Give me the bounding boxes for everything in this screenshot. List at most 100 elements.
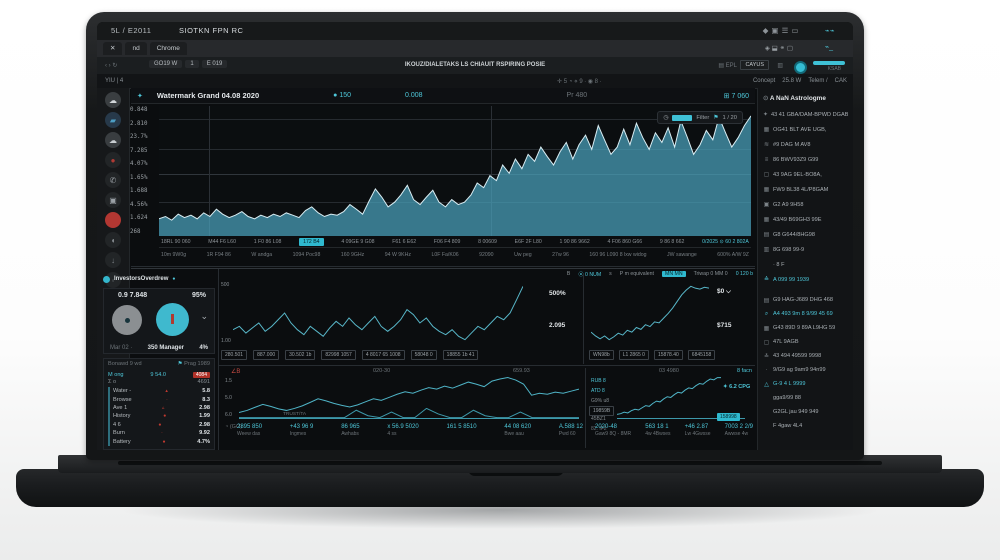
- main-chart[interactable]: ◷ Filter ⚑ 1 / 20: [159, 106, 751, 236]
- x-tick-label[interactable]: 1094 Poc98: [292, 252, 321, 258]
- x-tick-label[interactable]: W andga: [251, 252, 273, 258]
- x-tick-label[interactable]: 160 9GHz: [340, 252, 365, 258]
- chart-toolbar[interactable]: ◷ Filter ⚑ 1 / 20: [657, 111, 743, 124]
- date-box[interactable]: 887.000: [253, 350, 280, 360]
- x-tick-label[interactable]: 92090: [479, 252, 494, 258]
- sidebar-item[interactable]: ▤ G9 HAG-J689 DHG 468: [763, 293, 848, 307]
- spark-panel-a[interactable]: 500 1.00: [221, 280, 545, 346]
- date-box[interactable]: 82998 1057: [321, 350, 356, 360]
- strip-right-item[interactable]: Concept: [752, 78, 776, 84]
- sidebar-item[interactable]: ▢ 43 9AG 9EL-BO8A,: [763, 167, 848, 182]
- date-box[interactable]: 4 8017 65 1008: [361, 350, 405, 360]
- date-box[interactable]: L1 2865 0: [618, 350, 649, 360]
- window-controls-icons[interactable]: ◈ ⬓ ⚭ ▢: [764, 45, 793, 52]
- rail-icon[interactable]: ◖: [105, 232, 121, 248]
- x-tick-label[interactable]: L0F Fa/K06: [431, 252, 459, 258]
- rail-icon[interactable]: ▰: [105, 112, 121, 128]
- rail-icon[interactable]: ☁: [105, 92, 121, 108]
- x-tick-label[interactable]: 10m 9W0g: [161, 252, 187, 258]
- panel-tag[interactable]: 8 facn: [737, 368, 752, 374]
- x-tick-label[interactable]: 160 96 L090 8 lxw widog: [589, 252, 647, 258]
- sidebar-item[interactable]: G2GL jau 949 949: [763, 405, 848, 419]
- position-row[interactable]: Battery ● 4.7%: [108, 437, 210, 446]
- x-tick-label[interactable]: F06 F4 809: [433, 238, 461, 245]
- sidebar-item[interactable]: ✦ 43 41 GBA/DAM-BPWD DGAB: [763, 107, 848, 122]
- position-row[interactable]: 4 6 ● 2.98: [108, 420, 210, 429]
- address-chip[interactable]: E 019: [201, 60, 228, 68]
- profile-chip[interactable]: CAYUS: [740, 60, 769, 70]
- x-tick-label[interactable]: 600% A/W 9Z: [717, 252, 749, 258]
- gauge-cyan[interactable]: [156, 303, 189, 336]
- address-chip[interactable]: GO19 W: [149, 60, 183, 68]
- strip-right-item[interactable]: 25.8 W: [782, 78, 802, 84]
- sidebar-item[interactable]: gga9/99 88: [763, 391, 848, 405]
- rail-icon[interactable]: ▣: [105, 192, 121, 208]
- position-row[interactable]: Burn · 9.92: [108, 428, 210, 438]
- sidebar-item[interactable]: ≋ #9 DAG M AV8: [763, 137, 848, 152]
- browser-tab[interactable]: nd: [125, 42, 147, 55]
- legend-item[interactable]: s: [609, 271, 612, 277]
- sidebar-item[interactable]: ▦ G43 89D 9 89A L9HG 59: [763, 321, 848, 335]
- date-box[interactable]: 58048 0: [410, 350, 437, 360]
- header-corner-link[interactable]: ⊞ 7 060: [723, 92, 749, 100]
- strip-center-icons[interactable]: ✛ 5 ◔ ⋄ 9 ∙ ◉ 8 ∙: [557, 79, 602, 85]
- x-tick-label[interactable]: M44 F6 L60: [208, 238, 236, 245]
- date-box[interactable]: 30.502 1b: [285, 350, 316, 360]
- sidebar-item[interactable]: · 9/G9 ag 9am9 94n99: [763, 363, 848, 377]
- extensions-icon[interactable]: ▤ EPL: [718, 63, 737, 69]
- sidebar-item[interactable]: ▣ G2 A9 9H58: [763, 197, 848, 212]
- gauge-gray[interactable]: [112, 305, 142, 335]
- legend-item[interactable]: 0 120 b: [735, 271, 753, 277]
- filter-label[interactable]: Σ o: [108, 379, 117, 385]
- sidebar-item[interactable]: ▦ OG41 BLT AVE UGB,: [763, 122, 848, 137]
- spark-panel-b[interactable]: [589, 280, 711, 346]
- x-tick-label[interactable]: 1 F0 86 L08: [253, 238, 282, 245]
- legend-item[interactable]: Triwap 0 MM 0: [693, 271, 728, 277]
- position-row[interactable]: Ave 1 ▵ 2.98: [108, 403, 210, 413]
- legend-item[interactable]: B: [566, 271, 571, 277]
- rail-icon[interactable]: ◦: [105, 272, 121, 288]
- sidebar-item[interactable]: ▦ FW9 BL38 4L/P8GAM: [763, 182, 848, 197]
- x-tick-label[interactable]: 27w 96: [552, 252, 569, 258]
- position-row[interactable]: Browse · 8.3: [108, 395, 210, 404]
- rail-icon[interactable]: ●: [105, 152, 121, 168]
- x-tick-label[interactable]: F61 6 E62: [392, 238, 417, 245]
- browser-tab[interactable]: Chrome: [149, 42, 187, 55]
- sidebar-item[interactable]: F 4gaw 4L4: [763, 419, 848, 433]
- x-tick-label[interactable]: 18RL 90 060: [161, 238, 191, 245]
- date-box[interactable]: 280.501: [221, 350, 248, 360]
- rail-icon[interactable]: ↓: [105, 252, 121, 268]
- sidebar-item[interactable]: ≛ 43 494 49599 9998: [763, 349, 848, 363]
- address-title[interactable]: IKOUZ/DIALETAKS LS CHIAUIT RSPIRING POSI…: [404, 62, 546, 68]
- sidebar-item[interactable]: ▥ 8G 698 99-9: [763, 242, 848, 257]
- date-box[interactable]: 15878.40: [653, 350, 683, 360]
- sidebar-item[interactable]: ⌕ A4 493 9m 8 9/99 45 69: [763, 307, 848, 321]
- date-box[interactable]: 18855 1b 41: [442, 350, 479, 360]
- x-tick-label[interactable]: 4 F06 860 G66: [607, 238, 643, 245]
- strip-right-item[interactable]: CAK: [834, 78, 847, 84]
- strip-right-item[interactable]: Telem /: [808, 78, 828, 84]
- rail-icon[interactable]: ✆: [105, 172, 121, 188]
- x-tick-label[interactable]: 8 00609: [478, 238, 497, 245]
- rail-icon[interactable]: [105, 212, 121, 228]
- legend-item[interactable]: MN MN: [662, 271, 686, 277]
- positions-tab-2[interactable]: Prag 1989: [184, 361, 210, 367]
- sidebar-item[interactable]: ▤ G8 G644/8HG98: [763, 227, 848, 242]
- position-row[interactable]: History ● 1.99: [108, 412, 210, 421]
- sidebar-item[interactable]: ≙ A 099 99 1939: [763, 272, 848, 287]
- sidebar-item[interactable]: △ G-9 4 L 9999: [763, 377, 848, 391]
- x-tick-label[interactable]: 94 W 9KHz: [384, 252, 411, 258]
- date-box[interactable]: 6845158: [687, 350, 716, 360]
- date-box[interactable]: WN98b: [589, 350, 614, 360]
- legend-item[interactable]: ⦿ 0 NUM: [578, 271, 602, 278]
- x-tick-label[interactable]: JW sawange: [667, 252, 697, 258]
- clock-icon[interactable]: ◷: [663, 114, 669, 121]
- rail-icon[interactable]: ☁: [105, 132, 121, 148]
- record-dot-icon[interactable]: [794, 61, 807, 74]
- x-tick-label[interactable]: E6F 2F L80: [514, 238, 542, 245]
- positions-tab-1[interactable]: Bonawd 9 wd: [108, 361, 142, 367]
- x-tick-label[interactable]: 1 90 86 9662: [559, 238, 590, 245]
- filter-label[interactable]: Filter: [696, 114, 710, 121]
- legend-item[interactable]: P m equivalent: [619, 271, 654, 277]
- browser-tab[interactable]: ✕: [103, 42, 123, 55]
